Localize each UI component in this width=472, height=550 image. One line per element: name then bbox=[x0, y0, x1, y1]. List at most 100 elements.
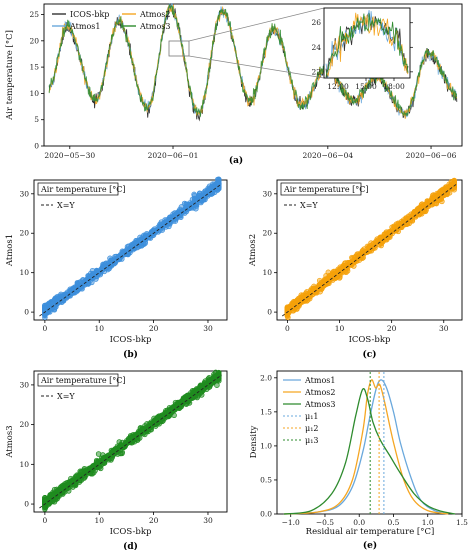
scatter-point bbox=[398, 218, 405, 225]
panel-b-xtick-label: 30 bbox=[203, 324, 213, 333]
panel-a-ytick-label: 25 bbox=[29, 10, 39, 19]
scatter-point bbox=[74, 472, 80, 478]
panel-b-ytick-label: 0 bbox=[24, 308, 29, 317]
panel-d-ytick-label: 20 bbox=[19, 420, 29, 429]
panel-e-ticks: −1.0 −0.5 0.0 0.5 1.0 1.5 0.0 0.5 1.0 1.5 2.0 bbox=[260, 373, 468, 527]
panel-b-xtick-label: 10 bbox=[94, 324, 104, 333]
panel-d-xtick-label: 10 bbox=[94, 516, 104, 525]
scatter-point bbox=[346, 261, 352, 268]
panel-a-ytick-label: 15 bbox=[29, 63, 39, 72]
panel-b-xlabel: ICOS-bkp bbox=[110, 335, 152, 345]
panel-c-xtick-label: 0 bbox=[285, 324, 290, 333]
panel-a-ylabel: Air temperature [°C] bbox=[5, 30, 15, 121]
inset-series-atmos3-line bbox=[325, 13, 409, 78]
panel-d-xtick-label: 0 bbox=[42, 516, 47, 525]
panel-a-caption: (a) bbox=[229, 155, 243, 166]
inset-xtick-label: 12:00 bbox=[327, 82, 349, 91]
panel-d-ytick-label: 0 bbox=[24, 500, 29, 509]
scatter-point bbox=[193, 200, 199, 206]
scatter-point bbox=[378, 234, 384, 240]
series-atmos3-line bbox=[48, 4, 458, 117]
scatter-point bbox=[159, 227, 166, 233]
scatter-point bbox=[136, 430, 143, 436]
panel-e-xtick-label: 1.5 bbox=[456, 518, 468, 527]
scatter-point bbox=[86, 275, 92, 282]
scatter-point bbox=[102, 261, 109, 267]
panel-c-ytick-label: 30 bbox=[262, 189, 272, 198]
scatter-point bbox=[431, 200, 437, 207]
panel-d-caption: (d) bbox=[123, 541, 138, 550]
panel-e-ytick-label: 1.0 bbox=[260, 441, 272, 450]
panel-a-line-chart: Air temperature [°C] 0 5 10 15 20 25 2020−05−… bbox=[5, 2, 463, 166]
panel-a-legend: ICOS-bkp Atmos1 Atmos2 Atmos3 bbox=[52, 10, 170, 31]
panel-c-xtick-label: 30 bbox=[439, 324, 449, 333]
legend-label-e-mu2: μ₁2 bbox=[305, 424, 319, 433]
panel-d-xtick-label: 20 bbox=[149, 516, 159, 525]
inset-ytick-label: 22 bbox=[311, 67, 321, 76]
panel-b-ytick-label: 20 bbox=[19, 229, 29, 238]
panel-b-xtick-label: 20 bbox=[149, 324, 159, 333]
scatter-point bbox=[193, 205, 199, 212]
panel-b-points bbox=[42, 176, 222, 321]
scatter-point bbox=[80, 468, 86, 475]
legend-label-atmos1: Atmos1 bbox=[69, 22, 100, 31]
panel-b-frame bbox=[33, 179, 228, 321]
panel-e-xtick-label: 1.0 bbox=[422, 518, 434, 527]
legend-label-icos: ICOS-bkp bbox=[70, 10, 109, 19]
panel-e-xtick-label: 0.0 bbox=[353, 518, 365, 527]
scatter-point bbox=[108, 457, 114, 463]
zoom-connector-bottom bbox=[188, 55, 325, 79]
scatter-point bbox=[197, 389, 204, 396]
legend-label-e-mu3: μ₁3 bbox=[305, 436, 319, 445]
panel-d-scatter: Air temperature [°C] X=Y 0 10 20 30 0 10 20 30 ICO… bbox=[5, 369, 228, 550]
panel-a-ytick-label: 5 bbox=[34, 115, 39, 124]
panel-a-yticks: 0 5 10 15 20 25 bbox=[29, 10, 44, 151]
panel-b-xy-line bbox=[39, 183, 222, 317]
scatter-point bbox=[128, 242, 135, 248]
panel-d-xlabel: ICOS-bkp bbox=[110, 527, 152, 537]
panel-a-frame bbox=[43, 3, 463, 147]
legend-label-e-atmos3: Atmos3 bbox=[304, 400, 335, 409]
panel-a-ytick-label: 10 bbox=[29, 89, 39, 98]
scatter-point bbox=[124, 246, 130, 253]
scatter-point bbox=[290, 301, 296, 307]
scatter-point bbox=[443, 184, 449, 191]
scatter-point bbox=[343, 269, 349, 276]
scatter-point bbox=[364, 243, 371, 250]
scatter-point bbox=[142, 234, 149, 240]
panel-a-xtick-label: 2020−06−06 bbox=[406, 151, 457, 160]
panel-a-series bbox=[48, 2, 458, 122]
panel-c-xtick-label: 20 bbox=[387, 324, 397, 333]
scatter-point bbox=[43, 304, 49, 311]
panel-a-xtick-label: 2020−05−30 bbox=[44, 151, 95, 160]
scatter-point bbox=[47, 492, 53, 499]
scatter-point bbox=[85, 280, 91, 286]
scatter-point bbox=[284, 305, 291, 312]
panel-c-xtick-label: 10 bbox=[335, 324, 345, 333]
zoom-connector-top bbox=[188, 7, 325, 42]
legend-label-e-atmos2: Atmos2 bbox=[304, 388, 335, 397]
scatter-point bbox=[112, 446, 119, 452]
scatter-point bbox=[446, 190, 453, 196]
legend-label-atmos2: Atmos2 bbox=[139, 10, 170, 19]
scatter-point bbox=[178, 214, 184, 221]
panel-e-legend: Atmos1 Atmos2 Atmos3 μ₁1 μ₁2 μ₁3 bbox=[283, 376, 335, 445]
scatter-point bbox=[422, 201, 428, 208]
scatter-point bbox=[378, 242, 384, 249]
panel-e-ytick-label: 0.0 bbox=[260, 510, 272, 519]
panel-b-ylabel: Atmos1 bbox=[5, 234, 15, 267]
panel-b-scatter: Air temperature [°C] X=Y 0 10 20 30 0 10 20 30 ICO… bbox=[5, 176, 228, 360]
panel-e-xlabel: Residual air temperature [°C] bbox=[306, 527, 435, 537]
scatter-point bbox=[414, 210, 421, 216]
panel-c-ylabel: Atmos2 bbox=[248, 234, 258, 267]
inset-series bbox=[325, 10, 409, 79]
panel-e-xtick-label: −0.5 bbox=[316, 518, 334, 527]
inset-ticks: 22 24 26 12:00 15:00 18:00 bbox=[311, 18, 413, 91]
panel-d-ylabel: Atmos3 bbox=[5, 425, 15, 458]
panel-c-xlabel: ICOS-bkp bbox=[349, 335, 391, 345]
panel-d-ytick-label: 10 bbox=[19, 460, 29, 469]
panel-c-xy-line bbox=[281, 183, 458, 317]
scatter-point bbox=[311, 286, 317, 292]
scatter-point bbox=[54, 293, 61, 300]
